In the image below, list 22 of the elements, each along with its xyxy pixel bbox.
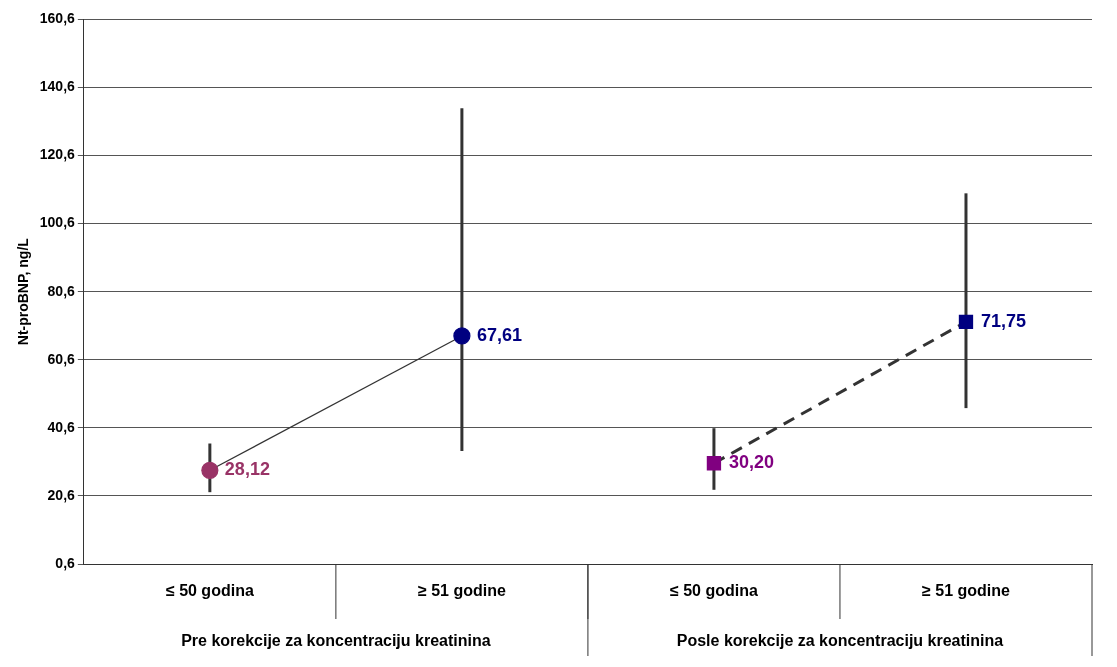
data-label: 67,61	[476, 324, 522, 345]
data-label: 71,75	[980, 310, 1027, 331]
y-tick-label: 40,6	[47, 418, 76, 435]
y-tick-label: 0,6	[55, 554, 76, 571]
y-tick-label: 140,6	[39, 78, 76, 95]
data-label: 30,20	[728, 452, 774, 473]
point	[706, 456, 722, 471]
point	[201, 461, 219, 479]
text: Posle korekcije za koncentraciju kreatinina	[676, 632, 1004, 650]
text: Pre korekcije za koncentraciju kreatinina	[181, 632, 491, 650]
x-tick-label: ≥ 51 godine	[417, 582, 506, 600]
y-tick-label: 80,6	[47, 282, 76, 299]
y-axis-title: Nt-proBNP, ng/L	[15, 237, 32, 346]
y-tick-label: 120,6	[39, 146, 76, 163]
data-label: 28,12	[224, 459, 270, 480]
x-tick-label: ≥ 51 godine	[922, 582, 1011, 600]
x-tick-label: ≤ 50 godina	[669, 582, 758, 600]
y-tick-label: 20,6	[47, 486, 76, 503]
x-tick-label: ≤ 50 godina	[165, 582, 254, 600]
y-tick-label: 60,6	[47, 350, 76, 367]
y-tick-label: 160,6	[39, 10, 76, 27]
y-tick-label: 100,6	[39, 214, 76, 231]
